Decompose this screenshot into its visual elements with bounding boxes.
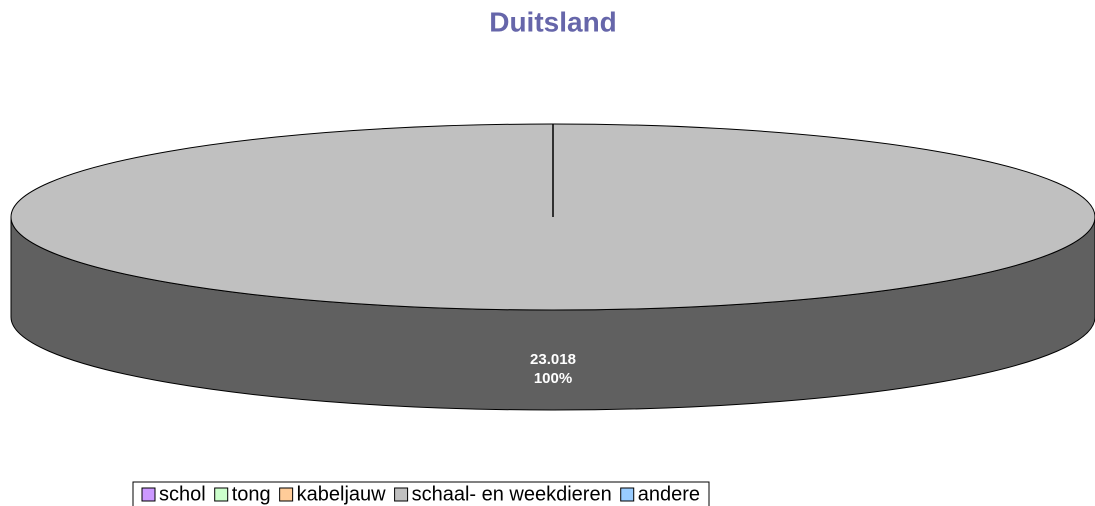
legend-label: tong	[232, 483, 271, 505]
legend-label: kabeljauw	[297, 483, 387, 505]
legend-swatch	[279, 487, 294, 502]
legend-swatch	[141, 487, 156, 502]
legend-swatch	[620, 487, 635, 502]
legend-label: andere	[638, 483, 700, 505]
legend	[132, 481, 710, 506]
percent-label: 100%	[534, 370, 572, 387]
legend-label: schol	[159, 483, 206, 505]
chart-title: Duitsland	[489, 6, 617, 37]
legend-swatch	[214, 487, 229, 502]
legend-label: schaal- en weekdieren	[412, 483, 612, 505]
legend-swatch	[394, 487, 409, 502]
value-label: 23.018	[530, 351, 576, 368]
